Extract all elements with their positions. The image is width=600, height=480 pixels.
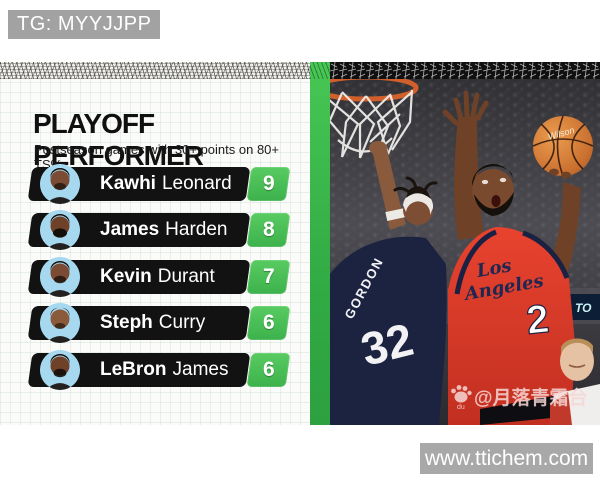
player-score-badge: 6 bbox=[246, 306, 291, 340]
jersey-number: 2 bbox=[524, 297, 551, 343]
player-avatar bbox=[40, 257, 80, 297]
player-score-value: 8 bbox=[262, 218, 275, 241]
player-score-value: 7 bbox=[262, 265, 275, 288]
photo-watermark-text: @月落青霜台 bbox=[474, 386, 588, 409]
tg-watermark-badge: TG: MYYJJPP bbox=[8, 10, 160, 39]
paw-du-label: du bbox=[457, 404, 465, 411]
site-watermark-label: www.ttichem.com bbox=[424, 446, 589, 470]
player-avatar bbox=[40, 210, 80, 250]
player-avatar bbox=[40, 350, 80, 390]
defender-jersey bbox=[330, 236, 447, 425]
shooter-beard bbox=[474, 192, 514, 216]
jokic-mouth bbox=[568, 364, 586, 368]
net-icon bbox=[321, 89, 414, 159]
player-headshot-icon bbox=[40, 210, 80, 250]
player-score-value: 6 bbox=[262, 358, 275, 381]
jersey-waistband bbox=[480, 393, 572, 425]
shooter-mouth bbox=[491, 195, 501, 207]
playoff-infographic: PLAYOFF PERFORMER Postseason games with … bbox=[0, 62, 600, 425]
leaderboard-row: Kawhi Leonard 9 bbox=[0, 164, 310, 204]
game-photo-illustration: TIMES TO bbox=[313, 62, 600, 425]
shooter-kawhi: Los Angeles 2 bbox=[442, 90, 581, 425]
shooter-fingers-on-ball bbox=[561, 171, 571, 179]
defender-hand bbox=[369, 141, 387, 155]
player-headshot-icon bbox=[40, 303, 80, 343]
player-avatar bbox=[40, 164, 80, 204]
defender-gordon: GORDON 32 bbox=[330, 141, 447, 425]
tg-watermark-label: TG: MYYJJPP bbox=[17, 13, 152, 35]
shooter-right-arm bbox=[549, 182, 581, 274]
leaderboard-row: Steph Curry 6 bbox=[0, 303, 310, 343]
leaderboard-row: James Harden 8 bbox=[0, 210, 310, 250]
player-name: LeBron James bbox=[100, 359, 229, 380]
crowd-sketch-strip-dark bbox=[330, 62, 600, 79]
ball-seams bbox=[532, 115, 594, 177]
shooter-fingers-on-ball bbox=[549, 168, 559, 176]
leaderboard-row: LeBron James 6 bbox=[0, 350, 310, 390]
player-avatar bbox=[40, 303, 80, 343]
defender-headband bbox=[403, 191, 434, 215]
shooter-left-hand bbox=[442, 90, 489, 126]
player-headshot-icon bbox=[40, 164, 80, 204]
defender-braids bbox=[393, 176, 438, 194]
basketball: Wilson bbox=[532, 115, 594, 179]
jokic-head bbox=[560, 341, 594, 381]
jokic-hair bbox=[561, 338, 593, 354]
leaderboard-row: Kevin Durant 7 bbox=[0, 257, 310, 297]
background-player-jokic bbox=[550, 338, 600, 425]
player-name: James Harden bbox=[100, 219, 228, 240]
player-score-value: 9 bbox=[262, 172, 275, 195]
player-headshot-icon bbox=[40, 350, 80, 390]
game-photo: TIMES TO bbox=[313, 62, 600, 425]
player-name: Kawhi Leonard bbox=[100, 173, 232, 194]
player-name: Steph Curry bbox=[100, 312, 206, 333]
crowd-sketch-strip bbox=[0, 62, 310, 79]
player-score-badge: 6 bbox=[246, 353, 291, 387]
shooter-jersey bbox=[448, 227, 575, 425]
defender-jersey-number: 32 bbox=[356, 313, 418, 376]
player-headshot-icon bbox=[40, 257, 80, 297]
jersey-trim bbox=[454, 229, 570, 295]
green-divider-stripe bbox=[310, 62, 330, 425]
leaderboard-panel: PLAYOFF PERFORMER Postseason games with … bbox=[0, 62, 310, 425]
player-name: Kevin Durant bbox=[100, 266, 215, 287]
player-score-badge: 8 bbox=[246, 213, 291, 247]
shooter-eye-left bbox=[481, 179, 489, 185]
player-score-badge: 7 bbox=[246, 260, 291, 294]
jokic-jersey-stripe bbox=[550, 392, 572, 425]
player-score-value: 6 bbox=[262, 311, 275, 334]
site-watermark-badge: www.ttichem.com bbox=[420, 443, 593, 474]
shooter-left-arm bbox=[454, 115, 484, 240]
photo-watermark: du @月落青霜台 bbox=[451, 385, 588, 411]
player-score-badge: 9 bbox=[246, 167, 291, 201]
baidu-paw-icon: du bbox=[451, 385, 472, 411]
defender-wristband bbox=[385, 208, 407, 221]
shooter-eye-right bbox=[499, 177, 507, 183]
